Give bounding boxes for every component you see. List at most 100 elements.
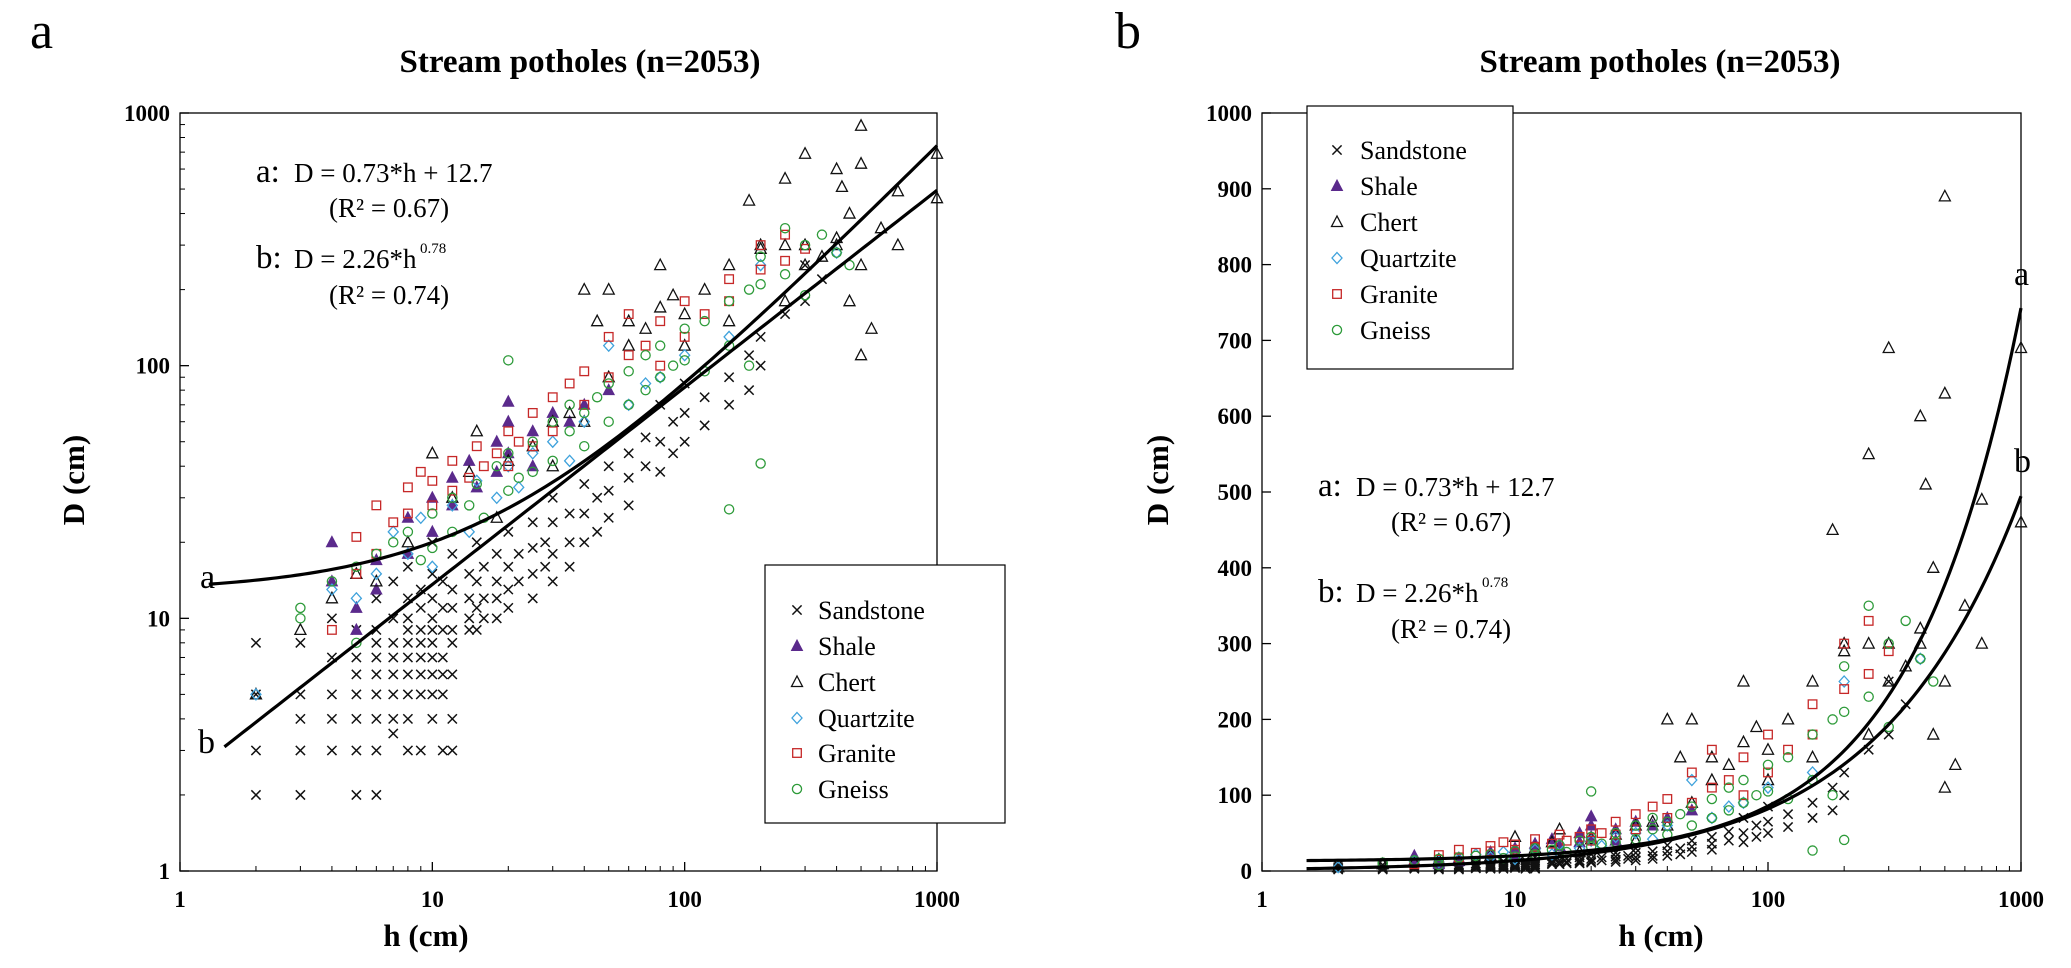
data-point-sandstone-a	[326, 689, 338, 700]
data-point-sandstone-b	[1574, 855, 1585, 866]
data-point-sandstone-a	[471, 602, 482, 614]
data-point-sandstone-a	[427, 669, 438, 680]
data-point-chert-a	[639, 321, 653, 334]
data-point-chert-b	[1975, 636, 1989, 649]
data-point-granite-b	[1686, 767, 1697, 778]
data-point-sandstone-a	[579, 537, 590, 548]
data-point-granite-a	[547, 426, 558, 437]
data-point-sandstone-b	[1751, 820, 1762, 831]
legend-a-granite: Granite	[818, 739, 896, 768]
data-point-chert-a	[369, 574, 383, 587]
data-point-sandstone-a	[427, 689, 438, 700]
data-point-gneiss-b	[1838, 661, 1850, 672]
data-point-granite-a	[579, 399, 590, 410]
data-point-granite-b	[1510, 839, 1520, 850]
data-point-sandstone-a	[326, 713, 338, 725]
legend-b-sandstone: Sandstone	[1360, 136, 1467, 165]
data-point-chert-b	[1749, 719, 1763, 733]
data-point-sandstone-a	[491, 576, 502, 587]
data-point-gneiss-b	[1485, 849, 1496, 860]
data-point-sandstone-a	[603, 485, 614, 496]
data-point-granite-b	[1547, 838, 1557, 849]
data-point-chert-a	[470, 423, 484, 437]
data-point-quartzite-a	[526, 446, 539, 460]
data-point-sandstone-a	[527, 517, 538, 528]
data-point-gneiss-b	[1723, 805, 1735, 816]
data-point-sandstone-b	[1686, 846, 1697, 858]
legend-marker-gneiss	[791, 783, 803, 795]
data-point-gneiss-b	[1751, 789, 1762, 801]
data-point-sandstone-b	[1839, 767, 1850, 778]
equation-a-formula-panel-a: D = 0.73*h + 12.7	[294, 158, 492, 188]
data-point-sandstone-a	[640, 432, 651, 443]
data-point-granite-b	[1723, 775, 1734, 785]
data-point-quartzite-a	[490, 491, 503, 505]
data-point-sandstone-a	[427, 624, 438, 636]
x-tick-label-b: 10	[1504, 887, 1527, 912]
data-point-sandstone-b	[1782, 809, 1794, 820]
y-tick-label-b: 0	[1241, 859, 1253, 884]
data-point-granite-a	[471, 441, 482, 452]
data-point-quartzite-a	[678, 348, 691, 362]
data-point-granite-b	[1839, 638, 1850, 649]
data-point-sandstone-b	[1883, 729, 1894, 740]
data-point-sandstone-a	[427, 593, 438, 604]
data-point-gneiss-a	[743, 284, 755, 295]
equation-b-r2-panel-a: (R² = 0.74)	[329, 280, 449, 310]
legend-b-gneiss: Gneiss	[1360, 316, 1431, 345]
data-point-chert-b	[1938, 780, 1952, 793]
data-point-gneiss-a	[463, 500, 475, 511]
data-point-chert-b	[1805, 749, 1820, 763]
data-point-gneiss-a	[547, 455, 558, 467]
legend-b-granite: Granite	[1360, 280, 1438, 309]
data-point-chert-a	[501, 453, 515, 467]
data-point-sandstone-a	[667, 416, 679, 427]
data-point-sandstone-a	[447, 624, 458, 636]
data-point-quartzite-a	[446, 498, 459, 512]
data-point-gneiss-a	[326, 576, 338, 587]
data-point-sandstone-a	[491, 548, 502, 559]
data-point-chert-b	[1938, 674, 1952, 687]
data-point-gneiss-b	[1838, 834, 1850, 846]
data-point-granite-a	[800, 243, 811, 254]
data-point-quartzite-a	[426, 560, 439, 574]
data-point-sandstone-a	[540, 537, 551, 548]
data-point-chert-b	[1722, 757, 1736, 771]
data-point-gneiss-b	[1630, 820, 1641, 831]
data-point-sandstone-a	[743, 350, 755, 361]
data-point-chert-a	[698, 282, 712, 295]
panel-letter-a: a	[30, 3, 53, 60]
data-point-sandstone-a	[427, 652, 438, 663]
equation-b-exponent-panel-b: 0.78	[1482, 575, 1508, 591]
data-point-sandstone-a	[351, 652, 362, 663]
x-tick-label-b: 100	[1751, 887, 1786, 912]
data-point-granite-a	[464, 472, 475, 483]
data-point-gneiss-b	[1863, 600, 1874, 611]
fit-curve-b-a	[223, 189, 938, 749]
data-point-granite-b	[1706, 744, 1717, 755]
data-point-granite-b	[1561, 835, 1572, 846]
data-point-sandstone-b	[1807, 812, 1818, 824]
data-point-sandstone-a	[447, 602, 458, 614]
legend-marker-gneiss	[1331, 324, 1343, 336]
data-point-sandstone-a	[491, 613, 502, 624]
data-point-quartzite-a	[578, 415, 591, 429]
data-point-granite-a	[623, 350, 634, 361]
data-point-gneiss-a	[527, 466, 538, 478]
data-point-sandstone-a	[427, 613, 438, 624]
data-point-chert-b	[1938, 386, 1952, 399]
open-square-marker-icon	[792, 748, 802, 758]
data-point-sandstone-b	[1827, 782, 1838, 793]
data-point-chert-b	[1673, 749, 1687, 763]
data-point-quartzite-a	[250, 687, 262, 701]
data-point-gneiss-a	[679, 355, 690, 366]
data-point-granite-b	[1763, 767, 1773, 778]
data-point-shale-a	[490, 434, 504, 447]
data-point-chert-a	[798, 146, 812, 159]
data-point-quartzite-a	[387, 525, 400, 539]
legend-marker-quartzite	[791, 711, 803, 725]
data-point-sandstone-a	[447, 745, 458, 756]
open-triangle-marker-icon	[1330, 214, 1344, 228]
data-point-chert-a	[577, 414, 591, 427]
data-point-sandstone-b	[1586, 853, 1597, 865]
